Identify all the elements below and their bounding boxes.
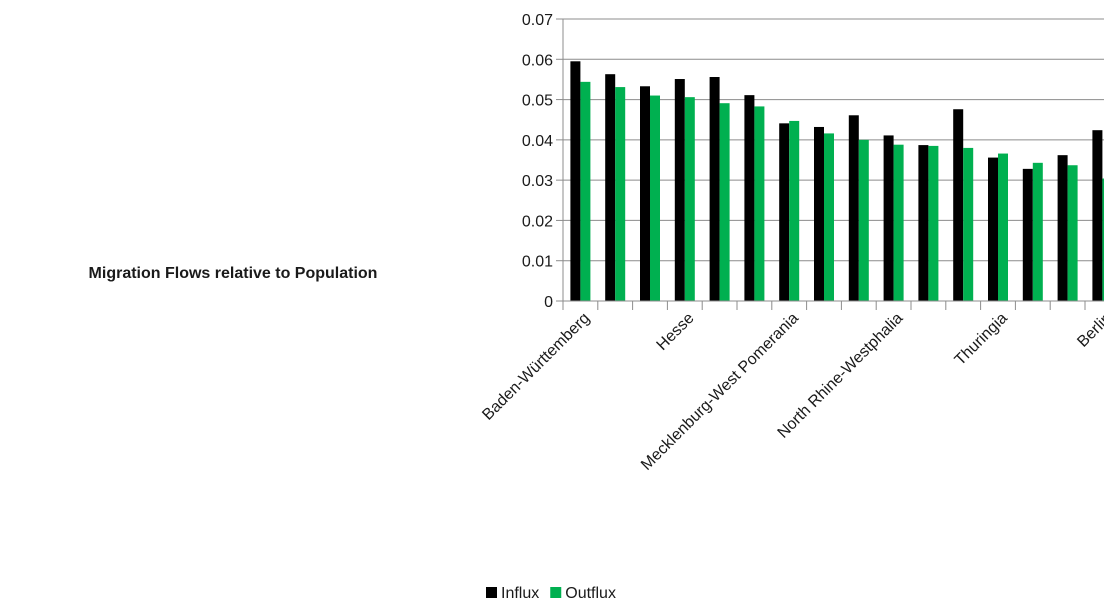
y-tick-label: 0.02 [522, 213, 553, 230]
axes [556, 18, 1104, 310]
bar-outflux-5 [754, 106, 765, 301]
bar-outflux-1 [615, 87, 626, 301]
bar-outflux-2 [650, 95, 660, 302]
bar-influx-12 [988, 157, 998, 301]
bar-influx-6 [779, 123, 790, 301]
x-tick-label: Hesse [654, 310, 698, 354]
chart-title: Migration Flows relative to Population [89, 265, 378, 282]
y-tick-label: 0.01 [522, 254, 553, 271]
bar-influx-15 [1092, 130, 1103, 301]
bars [570, 61, 1104, 302]
bar-outflux-13 [1032, 162, 1043, 301]
x-tick-label: Baden-Württemberg [479, 310, 593, 424]
x-tick-label: Berlin [1074, 310, 1104, 351]
y-tick-label: 0.03 [522, 173, 553, 190]
bar-outflux-9 [893, 144, 904, 301]
bar-outflux-10 [928, 145, 939, 301]
legend-swatch-outflux [550, 587, 562, 598]
y-tick-label: 0 [544, 294, 553, 311]
bar-influx-11 [953, 109, 964, 302]
bar-outflux-14 [1067, 165, 1078, 301]
bar-outflux-8 [858, 139, 869, 301]
bar-influx-3 [674, 79, 685, 301]
y-axis-ticks: 0 0.01 0.02 0.03 0.04 0.05 0.06 0.07 [522, 12, 553, 311]
legend: Influx Outflux [486, 585, 616, 602]
bar-influx-13 [1022, 168, 1033, 301]
bar-outflux-3 [684, 97, 695, 301]
bar-influx-8 [848, 115, 859, 301]
bar-influx-4 [709, 77, 720, 301]
bar-outflux-0 [580, 81, 591, 302]
y-tick-label: 0.04 [522, 133, 553, 150]
bar-influx-0 [570, 61, 581, 301]
y-tick-label: 0.05 [522, 93, 553, 110]
y-tick-label: 0.06 [522, 52, 553, 69]
bar-outflux-6 [789, 120, 800, 302]
legend-label-influx: Influx [501, 585, 539, 602]
bar-influx-14 [1057, 155, 1068, 301]
y-tick-label: 0.07 [522, 12, 553, 29]
bar-outflux-15 [1102, 178, 1104, 301]
bar-influx-1 [605, 74, 616, 301]
bar-outflux-7 [824, 133, 834, 301]
bar-outflux-11 [963, 147, 974, 301]
legend-label-outflux: Outflux [565, 585, 616, 602]
bar-outflux-12 [998, 153, 1008, 301]
bar-influx-7 [814, 126, 824, 301]
bar-influx-2 [640, 86, 650, 301]
legend-swatch-influx [486, 587, 497, 598]
x-tick-label: Thuringia [952, 310, 1011, 369]
bar-outflux-4 [719, 103, 730, 301]
bar-influx-5 [744, 95, 755, 301]
bar-influx-9 [883, 135, 894, 301]
bar-influx-10 [918, 145, 929, 301]
